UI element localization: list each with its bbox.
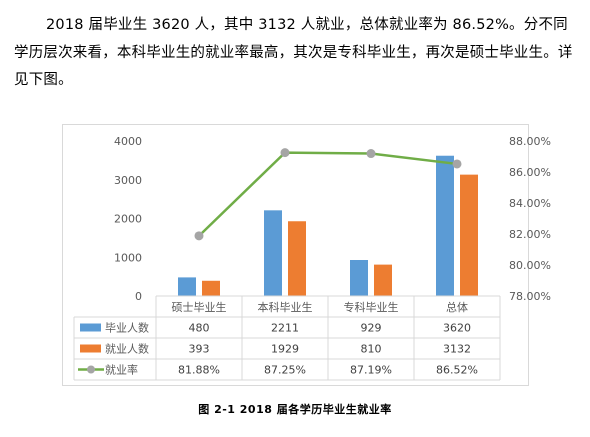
y-right-tick-label: 88.00% — [509, 135, 551, 148]
category-label: 本科毕业生 — [258, 300, 313, 314]
legend-name: 就业人数 — [105, 342, 149, 356]
table-cell-value: 81.88% — [178, 364, 220, 377]
legend-key-employed — [80, 344, 101, 353]
rate-point — [194, 231, 204, 241]
table-cell-value: 1929 — [271, 343, 299, 356]
employment-chart: 0 1000 2000 3000 4000 78.00% 80.00% 82.00% 84.00… — [73, 135, 551, 381]
rate-point — [366, 149, 376, 159]
legend-key-rate-marker — [87, 365, 95, 374]
bar-graduates — [350, 260, 368, 296]
table-cell-value: 393 — [189, 343, 210, 356]
chart-frame — [62, 124, 529, 386]
legend-key-graduates — [80, 323, 101, 332]
category-label: 专科毕业生 — [344, 300, 399, 314]
y-left-tick-label: 4000 — [114, 135, 142, 148]
y-left-tick-label: 1000 — [114, 251, 142, 264]
bar-employed — [288, 221, 306, 296]
category-label: 总体 — [446, 300, 468, 314]
rate-point — [280, 148, 290, 158]
y-left-tick-label: 3000 — [114, 174, 142, 187]
bar-employed — [374, 264, 392, 296]
bar-employed — [460, 174, 478, 296]
table-cell-value: 87.19% — [350, 364, 392, 377]
y-right-tick-label: 78.00% — [509, 290, 551, 303]
table-cell-value: 2211 — [271, 322, 299, 335]
table-cell-value: 480 — [189, 322, 210, 335]
y-left-tick-label: 0 — [135, 290, 142, 303]
bar-graduates — [178, 277, 196, 296]
y-right-tick-label: 86.00% — [509, 166, 551, 179]
figure-caption: 图 2-1 2018 届各学历毕业生就业率 — [198, 403, 392, 416]
table-cell-value: 3620 — [443, 322, 471, 335]
intro-text: 2018 届毕业生 3620 人，其中 3132 人就业，总体就业率为 86.5… — [14, 17, 573, 88]
bar-employed — [202, 280, 220, 296]
y-right-tick-label: 82.00% — [509, 228, 551, 241]
y-right-tick-label: 80.00% — [509, 259, 551, 272]
table-cell-value: 810 — [361, 343, 382, 356]
rate-point — [452, 159, 462, 169]
y-left-tick-label: 2000 — [114, 213, 142, 226]
rate-line — [198, 151, 458, 237]
legend-name: 毕业人数 — [105, 322, 149, 335]
category-label: 硕士毕业生 — [172, 300, 227, 314]
intro-paragraph: 2018 届毕业生 3620 人，其中 3132 人就业，总体就业率为 86.5… — [14, 12, 582, 95]
table-cell-value: 3132 — [443, 343, 471, 356]
table-cell-value: 86.52% — [436, 364, 478, 377]
legend-name: 就业率 — [105, 363, 138, 377]
y-right-tick-label: 84.00% — [509, 197, 551, 210]
table-cell-value: 929 — [361, 322, 382, 335]
bar-graduates — [264, 210, 282, 296]
bar-graduates — [436, 155, 454, 296]
table-cell-value: 87.25% — [264, 364, 306, 377]
